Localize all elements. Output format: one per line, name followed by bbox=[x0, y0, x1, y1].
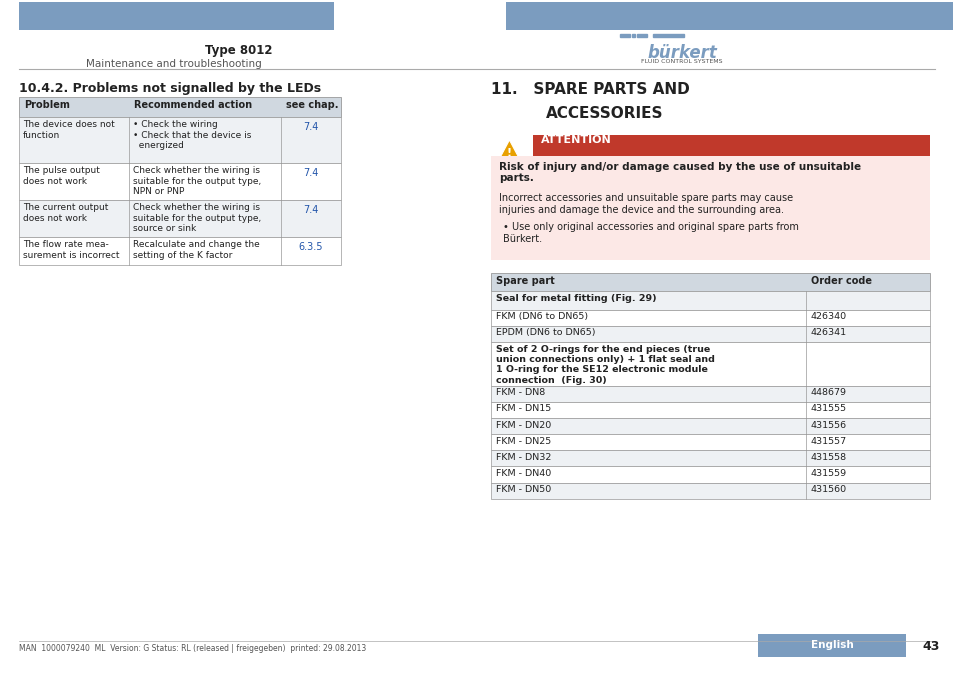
Bar bbox=[652, 34, 683, 37]
Text: 6.3.5: 6.3.5 bbox=[298, 242, 323, 252]
FancyBboxPatch shape bbox=[19, 163, 340, 200]
Text: FKM - DN40: FKM - DN40 bbox=[496, 469, 551, 478]
Text: !: ! bbox=[506, 148, 512, 158]
Text: Seal for metal fitting (Fig. 29): Seal for metal fitting (Fig. 29) bbox=[496, 294, 656, 303]
Text: 10.4.2. Problems not signalled by the LEDs: 10.4.2. Problems not signalled by the LE… bbox=[19, 82, 321, 95]
FancyBboxPatch shape bbox=[19, 237, 340, 265]
FancyBboxPatch shape bbox=[491, 326, 929, 342]
Text: FKM (DN6 to DN65): FKM (DN6 to DN65) bbox=[496, 312, 588, 321]
Polygon shape bbox=[497, 140, 520, 162]
Text: • Use only original accessories and original spare parts from
Bürkert.: • Use only original accessories and orig… bbox=[502, 222, 798, 244]
Text: The flow rate mea-
surement is incorrect: The flow rate mea- surement is incorrect bbox=[23, 240, 119, 260]
FancyBboxPatch shape bbox=[19, 97, 340, 117]
Text: The device does not
function: The device does not function bbox=[23, 120, 114, 140]
Text: EPDM (DN6 to DN65): EPDM (DN6 to DN65) bbox=[496, 328, 595, 337]
Text: FKM - DN50: FKM - DN50 bbox=[496, 485, 551, 494]
Text: 431557: 431557 bbox=[810, 437, 846, 446]
FancyBboxPatch shape bbox=[491, 156, 929, 260]
Text: English: English bbox=[810, 641, 852, 650]
Text: FLUID CONTROL SYSTEMS: FLUID CONTROL SYSTEMS bbox=[640, 59, 722, 63]
Text: Set of 2 O-rings for the end pieces (true
union connections only) + 1 flat seal : Set of 2 O-rings for the end pieces (tru… bbox=[496, 345, 714, 385]
Text: Check whether the wiring is
suitable for the output type,
NPN or PNP: Check whether the wiring is suitable for… bbox=[132, 166, 260, 196]
Text: FKM - DN25: FKM - DN25 bbox=[496, 437, 551, 446]
Text: FKM - DN15: FKM - DN15 bbox=[496, 404, 551, 413]
Text: Risk of injury and/or damage caused by the use of unsuitable
parts.: Risk of injury and/or damage caused by t… bbox=[498, 162, 861, 183]
FancyBboxPatch shape bbox=[491, 273, 929, 291]
Text: Maintenance and troubleshooting: Maintenance and troubleshooting bbox=[86, 59, 261, 69]
FancyBboxPatch shape bbox=[491, 466, 929, 483]
Text: FKM - DN32: FKM - DN32 bbox=[496, 453, 551, 462]
Text: Check whether the wiring is
suitable for the output type,
source or sink: Check whether the wiring is suitable for… bbox=[132, 203, 260, 233]
Text: Spare part: Spare part bbox=[496, 276, 555, 286]
Text: Problem: Problem bbox=[24, 100, 70, 110]
FancyBboxPatch shape bbox=[491, 310, 929, 326]
Text: 431559: 431559 bbox=[810, 469, 846, 478]
Text: 11.   SPARE PARTS AND: 11. SPARE PARTS AND bbox=[491, 82, 689, 97]
Text: Order code: Order code bbox=[810, 276, 871, 286]
FancyBboxPatch shape bbox=[491, 434, 929, 450]
Text: 426340: 426340 bbox=[810, 312, 846, 321]
Text: 431556: 431556 bbox=[810, 421, 846, 429]
FancyBboxPatch shape bbox=[505, 2, 953, 30]
Text: 7.4: 7.4 bbox=[303, 168, 318, 178]
Text: 431558: 431558 bbox=[810, 453, 846, 462]
Text: MAN  1000079240  ML  Version: G Status: RL (released | freigegeben)  printed: 29: MAN 1000079240 ML Version: G Status: RL … bbox=[19, 644, 366, 653]
Text: 7.4: 7.4 bbox=[303, 122, 318, 133]
FancyBboxPatch shape bbox=[491, 386, 929, 402]
Text: Recommended action: Recommended action bbox=[133, 100, 252, 110]
Text: 426341: 426341 bbox=[810, 328, 846, 337]
FancyBboxPatch shape bbox=[491, 402, 929, 418]
Text: 431555: 431555 bbox=[810, 404, 846, 413]
FancyBboxPatch shape bbox=[19, 117, 340, 163]
FancyBboxPatch shape bbox=[491, 483, 929, 499]
Text: 7.4: 7.4 bbox=[303, 205, 318, 215]
Bar bbox=[619, 34, 629, 37]
Text: Recalculate and change the
setting of the K factor: Recalculate and change the setting of th… bbox=[132, 240, 259, 260]
Text: The current output
does not work: The current output does not work bbox=[23, 203, 108, 223]
FancyBboxPatch shape bbox=[491, 291, 929, 310]
Text: • Check the wiring
• Check that the device is
  energized: • Check the wiring • Check that the devi… bbox=[132, 120, 251, 150]
Text: 431560: 431560 bbox=[810, 485, 846, 494]
Text: FKM - DN20: FKM - DN20 bbox=[496, 421, 551, 429]
FancyBboxPatch shape bbox=[491, 418, 929, 434]
Text: The pulse output
does not work: The pulse output does not work bbox=[23, 166, 100, 186]
Bar bbox=[637, 34, 646, 37]
Text: FKM - DN8: FKM - DN8 bbox=[496, 388, 545, 397]
Text: 43: 43 bbox=[922, 640, 939, 653]
Text: Incorrect accessories and unsuitable spare parts may cause
injuries and damage t: Incorrect accessories and unsuitable spa… bbox=[498, 193, 792, 215]
Text: ACCESSORIES: ACCESSORIES bbox=[545, 106, 662, 121]
FancyBboxPatch shape bbox=[758, 634, 905, 657]
FancyBboxPatch shape bbox=[491, 342, 929, 386]
Text: bürkert: bürkert bbox=[646, 44, 717, 63]
Text: ATTENTION: ATTENTION bbox=[540, 135, 611, 145]
FancyBboxPatch shape bbox=[533, 135, 929, 156]
FancyBboxPatch shape bbox=[19, 200, 340, 237]
FancyBboxPatch shape bbox=[491, 450, 929, 466]
Bar bbox=[631, 34, 635, 37]
Text: 448679: 448679 bbox=[810, 388, 846, 397]
FancyBboxPatch shape bbox=[19, 2, 334, 30]
Text: Type 8012: Type 8012 bbox=[205, 44, 272, 57]
Text: see chap.: see chap. bbox=[286, 100, 338, 110]
